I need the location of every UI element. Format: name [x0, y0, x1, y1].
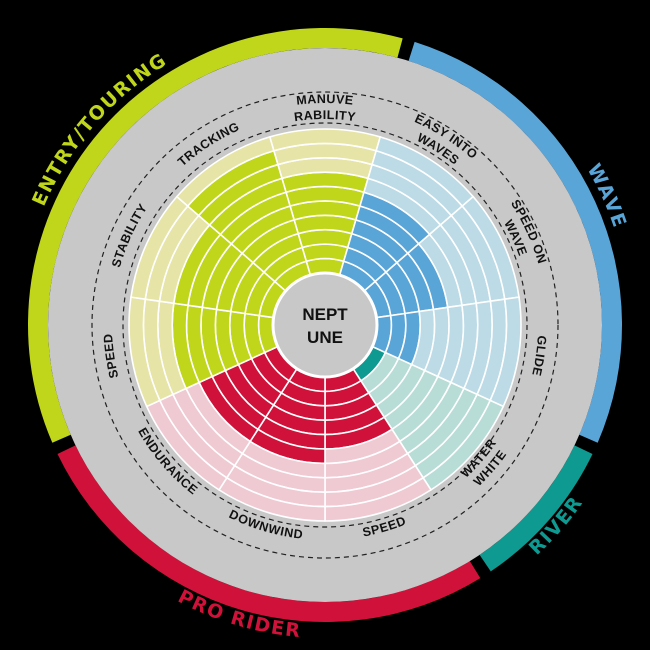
wedge-2: [338, 135, 475, 293]
dashed-outer-guide: [91, 91, 559, 559]
group-arc-4: [57, 445, 481, 622]
group-arc-2: [408, 41, 623, 443]
group-arcs: [27, 27, 623, 622]
wedge-11: [175, 135, 312, 293]
center-title-line2: UNE: [307, 328, 343, 347]
wedge-3: [363, 195, 520, 319]
dashed-inner-guide: [122, 122, 528, 528]
group-arc-3: [479, 445, 593, 572]
center-hub: [271, 271, 379, 379]
wedge-1-cell-2: [301, 243, 349, 263]
center-title-line1: NEPT: [302, 305, 348, 324]
wedge-5: [352, 345, 505, 491]
wedge-8: [145, 345, 298, 491]
group-arc-1: [27, 27, 403, 443]
category-label-1-line-2: RABILITY: [293, 108, 357, 124]
wedge-11-cell-10: [175, 135, 275, 208]
category-label-1-line-1: MANUVE: [296, 92, 355, 108]
